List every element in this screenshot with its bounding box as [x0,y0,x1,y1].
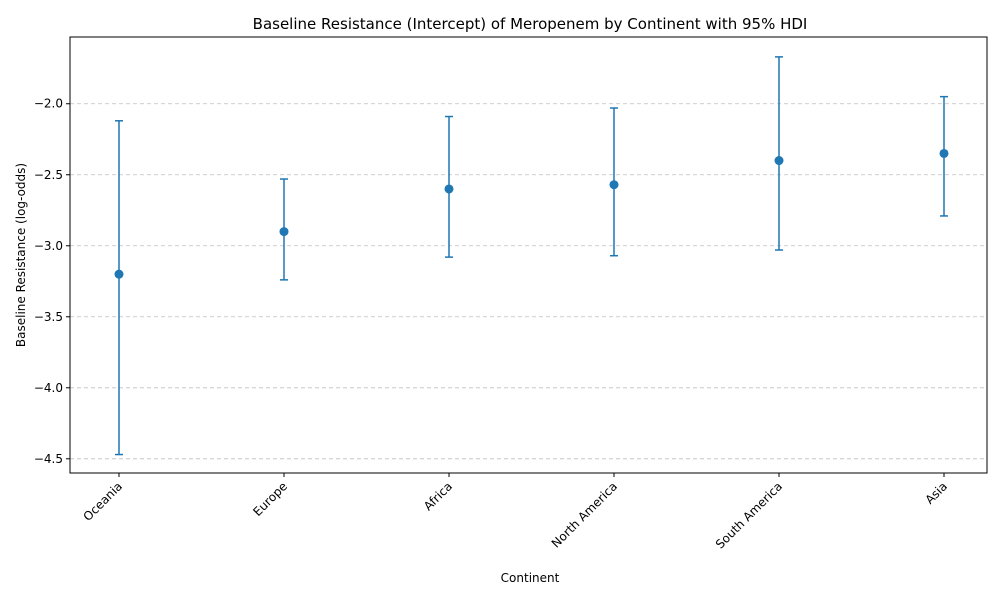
data-point [444,184,454,194]
chart-title: Baseline Resistance (Intercept) of Merop… [253,15,808,33]
data-point [774,156,784,166]
x-tick-label: South America [713,479,785,551]
data-point [279,227,289,237]
y-tick-label: −2.0 [34,97,63,111]
data-point [609,180,619,190]
x-tick-label: Africa [421,479,455,513]
x-tick-label: Oceania [81,479,126,524]
grid-lines [70,103,987,460]
y-tick-label: −3.5 [34,310,63,324]
y-tick-label: −2.5 [34,168,63,182]
x-tick-label: Asia [922,479,950,507]
data-point [114,269,124,279]
x-tick-label: North America [549,479,620,550]
x-axis-label: Continent [501,571,560,585]
data-marks [114,56,949,456]
plot-frame [69,36,988,474]
y-tick-label: −4.5 [34,452,63,466]
data-point [939,148,949,158]
axis-ticks: −4.5 −4.0 −3.5 −3.0 −2.5 −2.0 Oceania Europe Afr… [34,97,950,552]
y-tick-label: −3.0 [34,239,63,253]
x-tick-label: Europe [250,479,290,519]
y-tick-label: −4.0 [34,381,63,395]
y-axis-label: Baseline Resistance (log-odds) [14,163,28,347]
